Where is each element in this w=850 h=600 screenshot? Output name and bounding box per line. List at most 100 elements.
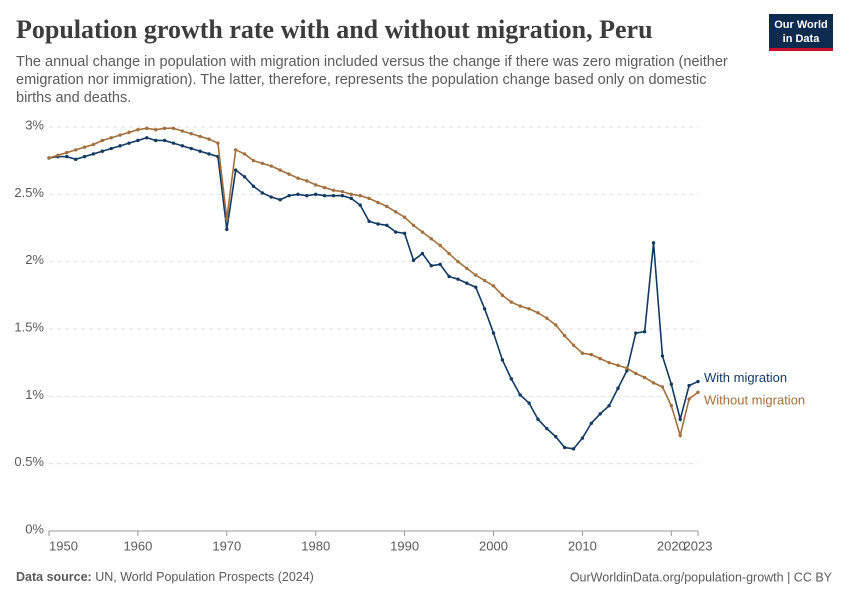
point: [527, 401, 531, 405]
point: [145, 126, 149, 131]
subtitle: births and deaths.: [16, 90, 131, 106]
point: [482, 307, 487, 311]
point: [65, 150, 69, 155]
point: [242, 152, 247, 156]
point: [349, 192, 353, 197]
point: [580, 351, 585, 355]
series-label: Without migration: [704, 393, 805, 408]
point: [82, 145, 87, 149]
point: [545, 426, 549, 431]
subtitle: emigration nor immigration). The latter,…: [16, 72, 707, 88]
point: [642, 375, 647, 380]
point: [162, 126, 167, 131]
point: [207, 137, 211, 141]
point: [118, 144, 122, 148]
point: [660, 385, 665, 389]
point: [509, 300, 514, 304]
point: [136, 138, 140, 143]
point: [634, 371, 638, 376]
point: [536, 417, 540, 421]
point: [91, 152, 96, 156]
point: [358, 203, 362, 207]
point: [554, 323, 558, 327]
point: [634, 331, 638, 335]
point: [420, 251, 425, 256]
point: [260, 191, 265, 195]
point: [305, 179, 309, 183]
chart-title: Population growth rate with and without …: [16, 15, 653, 44]
point: [660, 354, 665, 358]
point: [296, 176, 300, 180]
point: [340, 189, 345, 194]
point: [376, 222, 380, 226]
point: [385, 204, 389, 209]
point: [545, 316, 549, 320]
point: [518, 304, 522, 308]
point: [287, 172, 291, 176]
point: [402, 231, 407, 236]
y-tick-label: 0.5%: [14, 454, 44, 469]
point: [82, 154, 87, 159]
point: [394, 210, 398, 214]
point: [447, 251, 451, 256]
point: [207, 152, 211, 156]
point: [589, 421, 594, 425]
point: [678, 417, 682, 421]
point: [260, 161, 265, 166]
point: [420, 230, 425, 234]
point: [642, 329, 647, 334]
point: [562, 445, 567, 450]
point: [491, 284, 496, 288]
point: [109, 146, 113, 151]
point: [225, 216, 229, 221]
source-label: Data source:: [16, 570, 92, 584]
y-tick-label: 1.5%: [14, 319, 44, 334]
point: [474, 273, 478, 277]
point: [331, 193, 336, 198]
point: [340, 193, 345, 198]
url: OurWorldinData.org/population-growth | C…: [570, 570, 833, 584]
point: [118, 133, 122, 137]
x-tick-label: 2023: [684, 538, 713, 553]
point: [216, 141, 220, 145]
point: [296, 192, 300, 197]
point: [651, 241, 656, 245]
point: [162, 138, 167, 143]
point: [322, 185, 327, 190]
point: [687, 397, 691, 401]
point: [678, 433, 682, 438]
subtitle: The annual change in population with mig…: [16, 54, 728, 70]
point: [571, 343, 576, 347]
point: [696, 390, 700, 394]
point: [394, 230, 398, 234]
point: [367, 219, 371, 223]
point: [349, 196, 353, 201]
point: [127, 141, 131, 145]
x-tick-label: 1990: [390, 538, 419, 553]
point: [625, 369, 629, 373]
y-tick-label: 3%: [25, 117, 44, 132]
point: [562, 334, 567, 338]
point: [669, 382, 674, 386]
point: [47, 156, 51, 160]
point: [651, 381, 656, 385]
point: [376, 200, 380, 205]
point: [180, 129, 185, 133]
point: [136, 127, 140, 132]
source-value: UN, World Population Prospects (2024): [95, 570, 314, 584]
logo-text: in Data: [783, 33, 821, 45]
point: [251, 158, 256, 163]
point: [91, 142, 96, 147]
y-tick-label: 1%: [25, 387, 44, 402]
point: [536, 311, 540, 315]
point: [554, 435, 558, 439]
point: [278, 198, 282, 202]
point: [56, 153, 60, 157]
point: [189, 132, 193, 136]
point: [465, 281, 469, 285]
point: [287, 193, 291, 198]
point: [474, 285, 478, 289]
point: [580, 436, 585, 440]
point: [482, 278, 487, 283]
